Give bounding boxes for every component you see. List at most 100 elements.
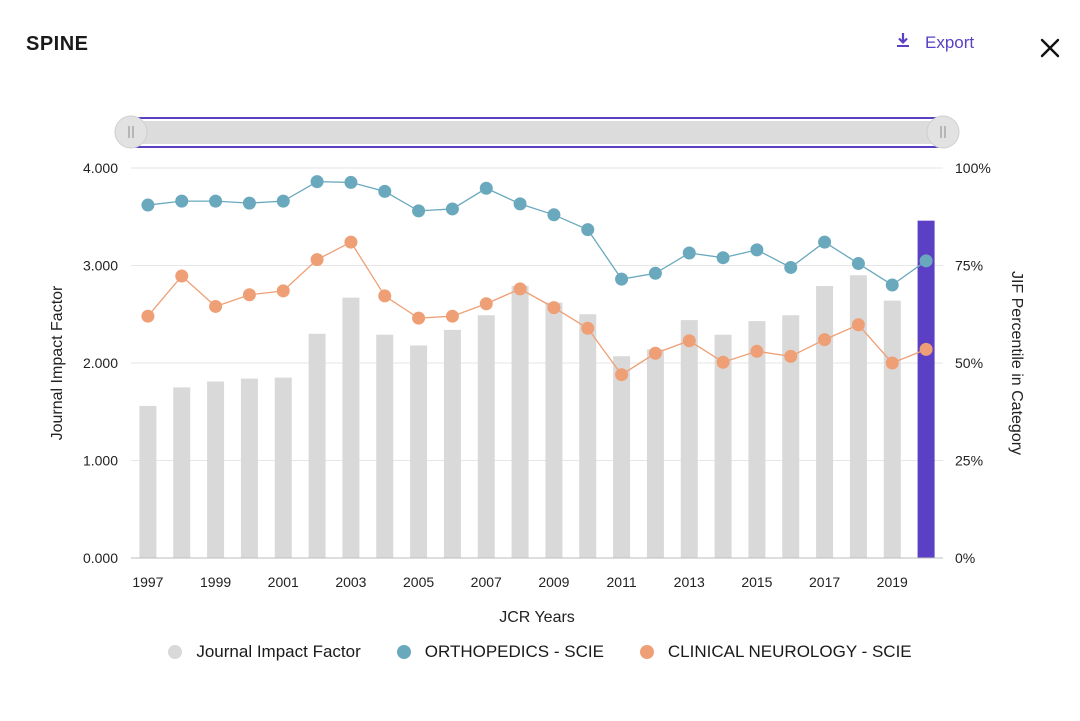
legend-item-neurology[interactable]: CLINICAL NEUROLOGY - SCIE — [639, 642, 912, 662]
point-orthopedics — [479, 181, 493, 195]
point-neurology — [716, 355, 730, 369]
bar-jif — [579, 314, 597, 558]
point-orthopedics — [344, 175, 358, 189]
y-tick-label: 1.000 — [83, 453, 118, 469]
point-orthopedics — [784, 260, 798, 274]
point-orthopedics — [682, 246, 696, 260]
bar-jif — [207, 381, 225, 558]
bar-jif — [680, 320, 698, 558]
point-neurology — [378, 289, 392, 303]
legend-item-orthopedics[interactable]: ORTHOPEDICS - SCIE — [396, 642, 604, 662]
point-neurology — [141, 309, 155, 323]
bar-jif — [816, 285, 834, 558]
x-tick-label: 2015 — [741, 574, 772, 590]
legend-swatch-jif — [168, 645, 183, 659]
point-orthopedics — [310, 175, 324, 189]
point-orthopedics — [276, 194, 290, 208]
legend-label-jif: Journal Impact Factor — [196, 642, 361, 661]
bar-jif — [240, 378, 258, 558]
x-tick-label: 2011 — [607, 574, 637, 590]
point-neurology — [784, 349, 798, 363]
range-handle-left[interactable] — [114, 115, 148, 149]
point-neurology — [412, 311, 426, 325]
export-label: Export — [925, 32, 975, 52]
impact-factor-chart: 0.000 1.000 2.000 3.000 4.000 0% 25% 50% 75% 100%… — [49, 115, 1025, 626]
point-neurology — [750, 344, 764, 358]
y-tick-label: 3.000 — [83, 258, 118, 274]
point-orthopedics — [445, 202, 459, 216]
legend-item-jif[interactable]: Journal Impact Factor — [168, 642, 361, 662]
bar-jif — [342, 297, 360, 558]
bar-jif — [545, 302, 563, 558]
page-title: SPINE — [26, 33, 89, 55]
bar-jif — [308, 333, 326, 558]
close-icon — [1040, 38, 1060, 58]
bar-jif — [173, 387, 191, 558]
legend-label-orthopedics: ORTHOPEDICS - SCIE — [424, 642, 604, 661]
x-tick-label: 2019 — [877, 574, 908, 590]
line-orthopedics — [147, 180, 927, 286]
point-orthopedics — [412, 204, 426, 218]
download-icon — [895, 32, 911, 53]
point-neurology — [175, 269, 189, 283]
bar-jif — [410, 345, 428, 558]
close-button[interactable] — [1036, 34, 1064, 62]
x-tick-label: 2003 — [335, 574, 366, 590]
x-axis-title: JCR Years — [499, 609, 575, 626]
point-neurology — [445, 309, 459, 323]
legend-swatch-orthopedics — [396, 645, 411, 659]
point-neurology — [547, 301, 561, 315]
bar-jif — [748, 321, 766, 558]
bar-jif — [613, 356, 631, 558]
point-orthopedics — [175, 194, 189, 208]
bar-jif — [511, 285, 529, 558]
y2-tick-label: 50% — [955, 355, 983, 371]
point-neurology — [682, 334, 696, 348]
point-neurology — [885, 356, 899, 370]
point-orthopedics — [547, 208, 561, 222]
point-orthopedics — [818, 235, 832, 249]
point-orthopedics — [919, 254, 933, 268]
point-orthopedics — [750, 243, 764, 257]
range-handle-right[interactable] — [926, 115, 960, 149]
bar-jif — [274, 377, 292, 558]
point-orthopedics — [885, 278, 899, 292]
point-neurology — [242, 288, 256, 302]
y-tick-label: 0.000 — [83, 550, 118, 566]
y-tick-label: 4.000 — [83, 160, 118, 176]
point-neurology — [513, 282, 527, 296]
point-neurology — [581, 321, 595, 335]
x-tick-label: 2001 — [268, 574, 299, 590]
line-neurology — [147, 241, 927, 376]
point-neurology — [818, 333, 832, 347]
bar-jif — [714, 334, 732, 558]
export-button[interactable]: Export — [895, 32, 974, 53]
x-tick-label: 1999 — [200, 574, 231, 590]
y2-tick-label: 75% — [955, 258, 983, 274]
x-tick-label: 2009 — [538, 574, 569, 590]
x-tick-label: 2013 — [674, 574, 705, 590]
point-neurology — [479, 297, 493, 311]
point-orthopedics — [378, 184, 392, 198]
point-orthopedics — [648, 266, 662, 280]
point-neurology — [344, 235, 358, 249]
point-neurology — [919, 342, 933, 356]
bar-jif — [883, 300, 901, 558]
bar-jif — [443, 329, 461, 558]
x-tick-label: 1997 — [132, 574, 163, 590]
point-neurology — [276, 284, 290, 298]
point-orthopedics — [513, 197, 527, 211]
point-orthopedics — [242, 196, 256, 210]
point-orthopedics — [581, 223, 595, 237]
range-selector-track — [131, 121, 943, 144]
point-orthopedics — [851, 257, 865, 271]
y2-tick-label: 100% — [955, 160, 991, 176]
point-neurology — [310, 253, 324, 267]
point-orthopedics — [209, 194, 223, 208]
point-neurology — [209, 299, 223, 313]
legend-label-neurology: CLINICAL NEUROLOGY - SCIE — [667, 642, 912, 661]
point-neurology — [615, 368, 629, 382]
y2-axis-title: JIF Percentile in Category — [1008, 271, 1025, 455]
y2-tick-label: 0% — [955, 550, 975, 566]
point-orthopedics — [716, 251, 730, 265]
